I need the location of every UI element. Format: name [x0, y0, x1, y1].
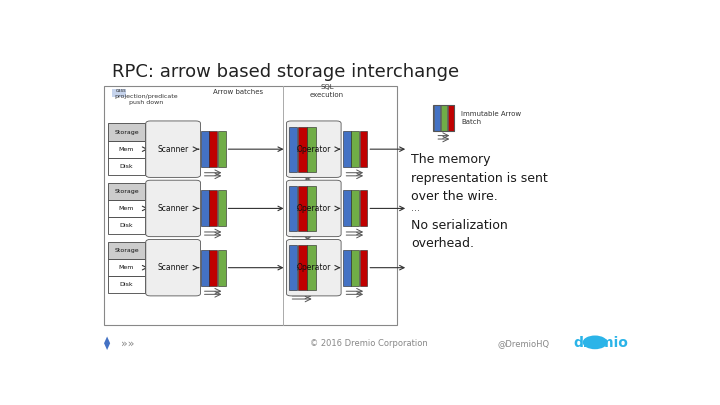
- FancyBboxPatch shape: [307, 186, 316, 231]
- Text: Storage: Storage: [114, 248, 139, 253]
- FancyBboxPatch shape: [359, 250, 367, 286]
- FancyBboxPatch shape: [343, 190, 351, 226]
- FancyBboxPatch shape: [217, 190, 225, 226]
- Text: Scanner: Scanner: [158, 145, 189, 153]
- FancyBboxPatch shape: [289, 126, 297, 172]
- FancyBboxPatch shape: [359, 190, 367, 226]
- FancyBboxPatch shape: [448, 105, 454, 131]
- FancyBboxPatch shape: [343, 131, 351, 167]
- FancyBboxPatch shape: [109, 141, 145, 158]
- Text: cass: cass: [115, 87, 126, 93]
- FancyBboxPatch shape: [109, 200, 145, 217]
- FancyBboxPatch shape: [201, 131, 209, 167]
- FancyBboxPatch shape: [217, 131, 225, 167]
- FancyBboxPatch shape: [433, 105, 440, 131]
- FancyBboxPatch shape: [343, 250, 351, 286]
- Text: Mem: Mem: [119, 265, 134, 270]
- FancyBboxPatch shape: [217, 250, 225, 286]
- FancyBboxPatch shape: [109, 276, 145, 293]
- Circle shape: [582, 335, 607, 349]
- Text: Immutable Arrow
Batch: Immutable Arrow Batch: [461, 111, 521, 125]
- FancyBboxPatch shape: [145, 180, 200, 237]
- Text: overhead.: overhead.: [411, 237, 474, 250]
- FancyBboxPatch shape: [210, 131, 217, 167]
- Text: Operator: Operator: [297, 263, 331, 272]
- Text: © 2016 Dremio Corporation: © 2016 Dremio Corporation: [310, 339, 428, 348]
- Text: Arrow batches: Arrow batches: [213, 89, 263, 95]
- Text: No serialization: No serialization: [411, 219, 508, 232]
- Text: Mem: Mem: [119, 206, 134, 211]
- FancyBboxPatch shape: [109, 183, 145, 200]
- FancyBboxPatch shape: [351, 131, 359, 167]
- FancyBboxPatch shape: [351, 250, 359, 286]
- FancyBboxPatch shape: [289, 186, 297, 231]
- Text: Operator: Operator: [297, 145, 331, 153]
- FancyBboxPatch shape: [298, 245, 307, 290]
- FancyBboxPatch shape: [109, 242, 145, 259]
- FancyBboxPatch shape: [109, 259, 145, 276]
- FancyBboxPatch shape: [109, 217, 145, 234]
- FancyBboxPatch shape: [287, 180, 341, 237]
- FancyBboxPatch shape: [289, 245, 297, 290]
- FancyBboxPatch shape: [307, 126, 316, 172]
- Text: Scanner: Scanner: [158, 204, 189, 213]
- Text: Operator: Operator: [297, 204, 331, 213]
- FancyBboxPatch shape: [210, 250, 217, 286]
- FancyBboxPatch shape: [351, 190, 359, 226]
- Text: Disk: Disk: [120, 164, 133, 169]
- FancyBboxPatch shape: [359, 131, 367, 167]
- Text: Storage: Storage: [114, 189, 139, 194]
- FancyBboxPatch shape: [104, 86, 397, 324]
- FancyBboxPatch shape: [210, 190, 217, 226]
- Text: Scanner: Scanner: [158, 263, 189, 272]
- Text: Mem: Mem: [119, 147, 134, 151]
- Text: Disk: Disk: [120, 282, 133, 287]
- FancyBboxPatch shape: [287, 121, 341, 177]
- Text: »»: »»: [121, 338, 134, 348]
- Text: Disk: Disk: [120, 223, 133, 228]
- Text: The memory: The memory: [411, 153, 490, 166]
- FancyBboxPatch shape: [112, 89, 126, 97]
- FancyBboxPatch shape: [298, 126, 307, 172]
- FancyBboxPatch shape: [109, 124, 145, 141]
- FancyBboxPatch shape: [287, 239, 341, 296]
- Text: dremio: dremio: [574, 336, 629, 350]
- Text: @DremioHQ: @DremioHQ: [498, 339, 549, 348]
- Text: SQL
execution: SQL execution: [310, 85, 344, 98]
- FancyBboxPatch shape: [201, 250, 209, 286]
- FancyBboxPatch shape: [109, 158, 145, 175]
- Text: Storage: Storage: [114, 130, 139, 134]
- FancyBboxPatch shape: [145, 239, 200, 296]
- FancyBboxPatch shape: [298, 186, 307, 231]
- Text: ...: ...: [411, 203, 420, 213]
- Text: projection/predicate
push down: projection/predicate push down: [114, 94, 178, 105]
- Text: ⧫: ⧫: [104, 337, 110, 350]
- Text: RPC: arrow based storage interchange: RPC: arrow based storage interchange: [112, 63, 459, 81]
- FancyBboxPatch shape: [441, 105, 447, 131]
- Text: over the wire.: over the wire.: [411, 190, 498, 203]
- FancyBboxPatch shape: [145, 121, 200, 177]
- FancyBboxPatch shape: [201, 190, 209, 226]
- FancyBboxPatch shape: [307, 245, 316, 290]
- Text: representation is sent: representation is sent: [411, 172, 548, 185]
